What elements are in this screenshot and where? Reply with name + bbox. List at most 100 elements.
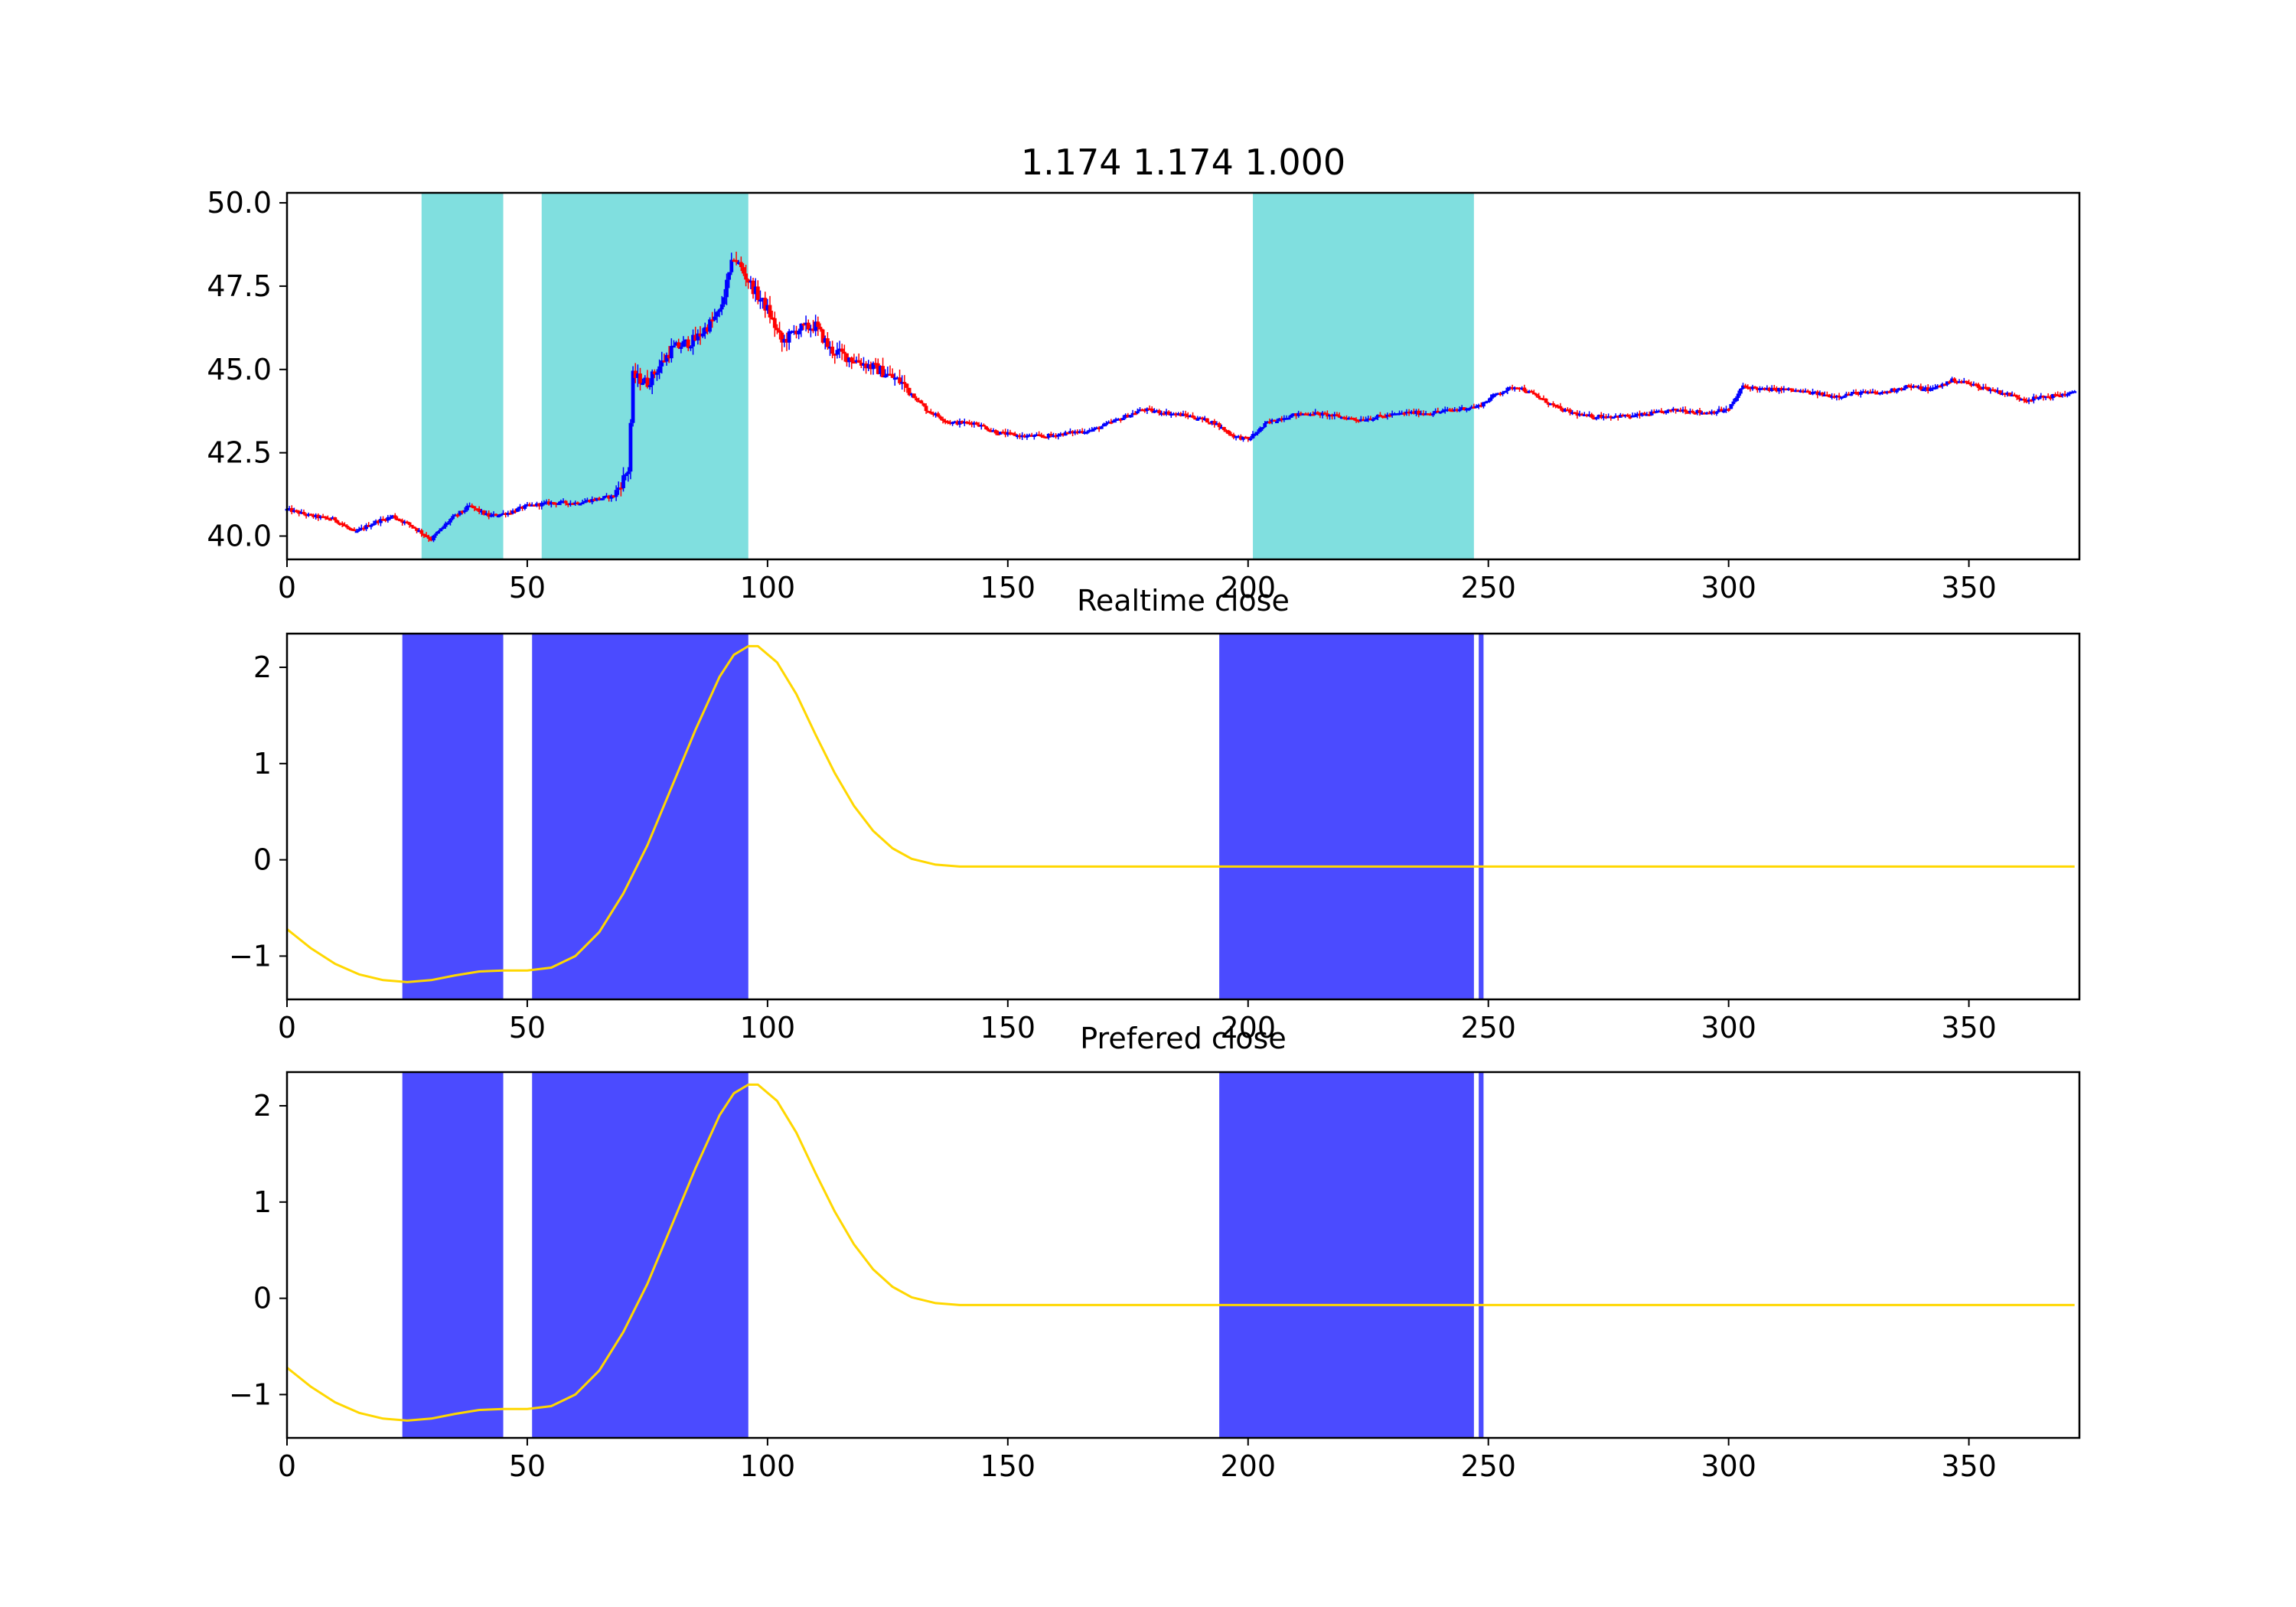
candle-body: [1371, 419, 1375, 422]
candle-body: [523, 505, 527, 509]
candle-body: [2056, 394, 2060, 396]
candle-body: [1936, 385, 1940, 388]
candle-body: [1626, 414, 1630, 417]
candle-body: [1832, 396, 1837, 398]
candle-body: [571, 503, 575, 505]
candle-body: [504, 513, 508, 515]
candle-body: [494, 513, 498, 517]
candle-body: [1875, 393, 1880, 395]
candle-body: [542, 502, 546, 505]
candle-body: [520, 507, 525, 509]
candle-body: [1358, 419, 1363, 422]
candle-body: [605, 495, 608, 498]
candle-body: [1025, 435, 1029, 438]
candle-body: [1246, 437, 1251, 439]
candle-body: [982, 425, 986, 427]
candle-body: [1655, 411, 1658, 413]
candle-body: [616, 487, 621, 491]
candle-body: [2022, 399, 2027, 401]
candle-body: [736, 262, 741, 264]
candle-body: [1993, 390, 1998, 393]
candle-body: [1049, 433, 1053, 436]
candle-body: [784, 338, 789, 343]
realtime-close-x-tick-label: 300: [1701, 1011, 1756, 1045]
candle-body: [1683, 409, 1688, 412]
candle-body: [1495, 393, 1500, 396]
candle-body: [1075, 431, 1080, 434]
candle-body: [472, 506, 477, 509]
candle-body: [434, 533, 439, 536]
candle-body: [664, 354, 669, 362]
candle-body: [1159, 412, 1164, 416]
candle-body: [1522, 387, 1527, 392]
candle-body: [1489, 397, 1493, 401]
candle-body: [299, 511, 304, 514]
candle-body: [554, 503, 559, 505]
candle-body: [1839, 396, 1844, 399]
candle-body: [2014, 395, 2019, 398]
candle-body: [962, 422, 967, 424]
prefered-close-x-tick-label: 100: [740, 1449, 796, 1483]
candle-body: [753, 286, 758, 295]
candle-body: [928, 411, 933, 414]
candle-body: [888, 373, 892, 376]
candle-body: [1998, 390, 2002, 394]
candle-body: [1450, 409, 1455, 412]
candle-body: [693, 334, 698, 341]
candle-body: [1652, 411, 1656, 414]
candle-body: [407, 522, 412, 525]
candle-body: [1849, 393, 1854, 396]
candle-body: [1638, 413, 1642, 416]
candle-body: [758, 299, 762, 302]
candle-body: [700, 333, 705, 337]
candle-body: [1645, 414, 1649, 416]
candle-body: [909, 393, 914, 396]
candle-body: [599, 498, 604, 500]
candle-body: [1135, 411, 1140, 414]
candle-body: [1292, 413, 1296, 416]
candle-body: [1988, 389, 1993, 392]
candle-body: [1601, 416, 1606, 419]
candle-body: [1176, 413, 1181, 416]
candle-body: [1392, 413, 1397, 416]
candle-body: [746, 279, 751, 283]
candle-body: [1738, 388, 1743, 394]
candle-body: [448, 519, 452, 523]
candle-body: [1054, 435, 1058, 438]
candle-body: [340, 523, 344, 526]
candle-body: [1375, 415, 1380, 418]
candle-body: [1596, 415, 1601, 418]
candle-body: [347, 527, 352, 530]
candle-body: [1801, 390, 1805, 393]
candle-body: [703, 327, 707, 334]
candle-body: [432, 535, 435, 541]
candle-body: [1414, 410, 1418, 414]
candle-body: [1409, 411, 1414, 414]
candle-body: [686, 339, 690, 348]
candle-body: [751, 280, 755, 295]
prefered-close-x-tick-label: 250: [1460, 1449, 1516, 1483]
candle-body: [1904, 385, 1909, 389]
candle-body: [460, 510, 465, 513]
candle-body: [775, 328, 779, 331]
candle-body: [2060, 393, 2065, 396]
realtime-close-plot-area: [286, 634, 2075, 999]
candle-body: [2039, 396, 2043, 398]
candle-body: [1767, 387, 1772, 391]
candle-body: [362, 527, 366, 530]
candle-body: [426, 536, 431, 539]
prefered-close-x-tick-label: 300: [1701, 1449, 1756, 1483]
candle-body: [881, 366, 885, 378]
candle-body: [787, 331, 791, 343]
candle-body: [618, 487, 623, 490]
candle-body: [287, 507, 292, 510]
candle-body: [667, 354, 671, 359]
candle-body: [527, 504, 532, 507]
candle-body: [765, 305, 770, 311]
candle-body: [1006, 432, 1010, 435]
candle-body: [1698, 410, 1702, 413]
candle-body: [1152, 411, 1156, 413]
candle-body: [1443, 409, 1447, 412]
candle-body: [2046, 396, 2050, 399]
candle-body: [316, 514, 321, 519]
